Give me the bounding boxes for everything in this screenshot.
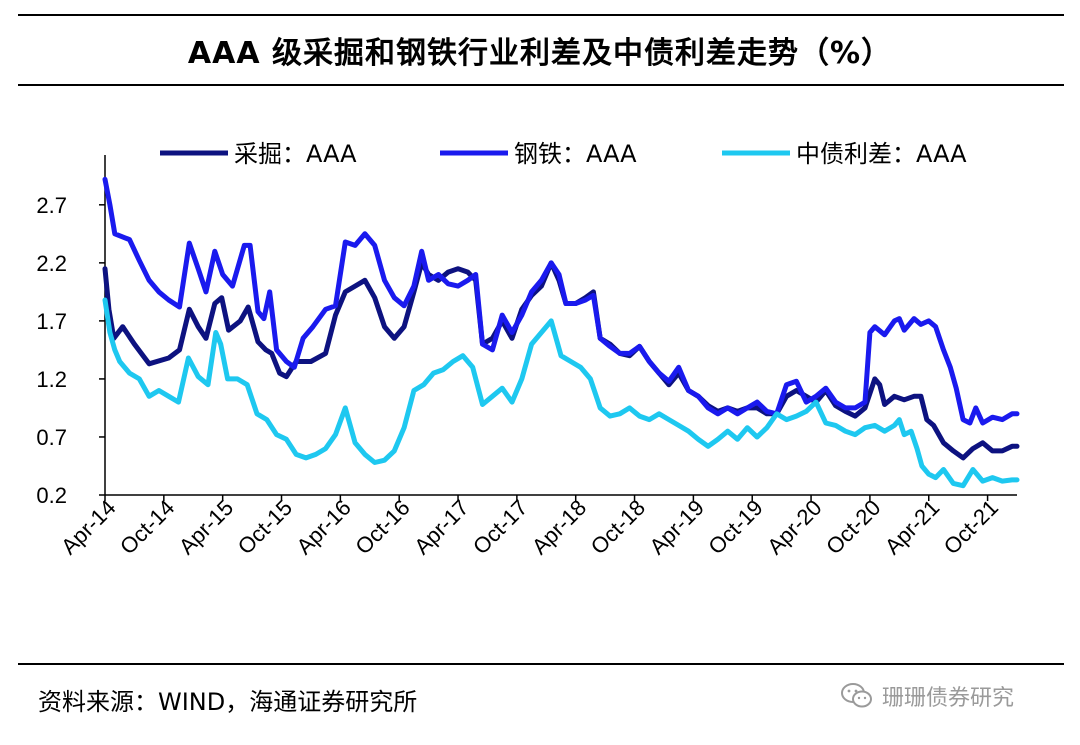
wechat-icon xyxy=(841,683,872,708)
y-tick-label: 1.7 xyxy=(36,309,67,334)
x-tick-label: Oct-21 xyxy=(939,495,1003,559)
y-tick-label: 0.2 xyxy=(36,483,67,508)
x-tick-label: Apr-19 xyxy=(645,495,709,559)
x-tick-label: Oct-17 xyxy=(468,495,532,559)
legend-label-0: 采掘：AAA xyxy=(234,140,357,168)
y-tick-label: 0.7 xyxy=(36,425,67,450)
top-rule xyxy=(18,14,1064,16)
x-axis: Apr-14Oct-14Apr-15Oct-15Apr-16Oct-16Apr-… xyxy=(56,494,1017,559)
legend-label-1: 钢铁：AAA xyxy=(514,140,637,168)
series-line-2 xyxy=(102,297,1020,489)
y-tick-label: 1.2 xyxy=(36,367,67,392)
x-tick-label: Apr-15 xyxy=(174,495,238,559)
legend-label-2: 中债利差：AAA xyxy=(796,140,967,168)
series-line-1 xyxy=(102,176,1020,426)
series-lines xyxy=(102,176,1020,489)
x-tick-label: Oct-15 xyxy=(233,495,297,559)
x-tick-label: Oct-20 xyxy=(821,495,885,559)
bottom-rule xyxy=(18,663,1064,665)
source-note: 资料来源：WIND，海通证券研究所 xyxy=(38,688,418,716)
x-tick-label: Apr-17 xyxy=(409,495,473,559)
x-tick-label: Apr-18 xyxy=(527,495,591,559)
chart-title: AAA 级采掘和钢铁行业利差及中债利差走势（%） xyxy=(187,36,893,71)
watermark-text: 珊珊债券研究 xyxy=(882,686,1015,711)
x-tick-label: Apr-21 xyxy=(880,495,944,559)
legend: 采掘：AAA 钢铁：AAA 中债利差：AAA xyxy=(160,140,967,168)
watermark: 珊珊债券研究 xyxy=(840,680,1014,712)
y-tick-label: 2.2 xyxy=(36,251,67,276)
x-tick-label: Oct-16 xyxy=(350,495,414,559)
y-tick-label: 2.7 xyxy=(36,193,67,218)
y-axis: 0.2 0.7 1.2 1.7 2.2 2.7 xyxy=(36,155,106,508)
x-tick-label: Oct-14 xyxy=(115,495,179,559)
x-tick-label: Oct-18 xyxy=(586,495,650,559)
title-rule xyxy=(18,84,1064,86)
x-tick-label: Apr-16 xyxy=(292,495,356,559)
x-tick-label: Oct-19 xyxy=(703,495,767,559)
x-tick-label: Apr-20 xyxy=(762,495,826,559)
